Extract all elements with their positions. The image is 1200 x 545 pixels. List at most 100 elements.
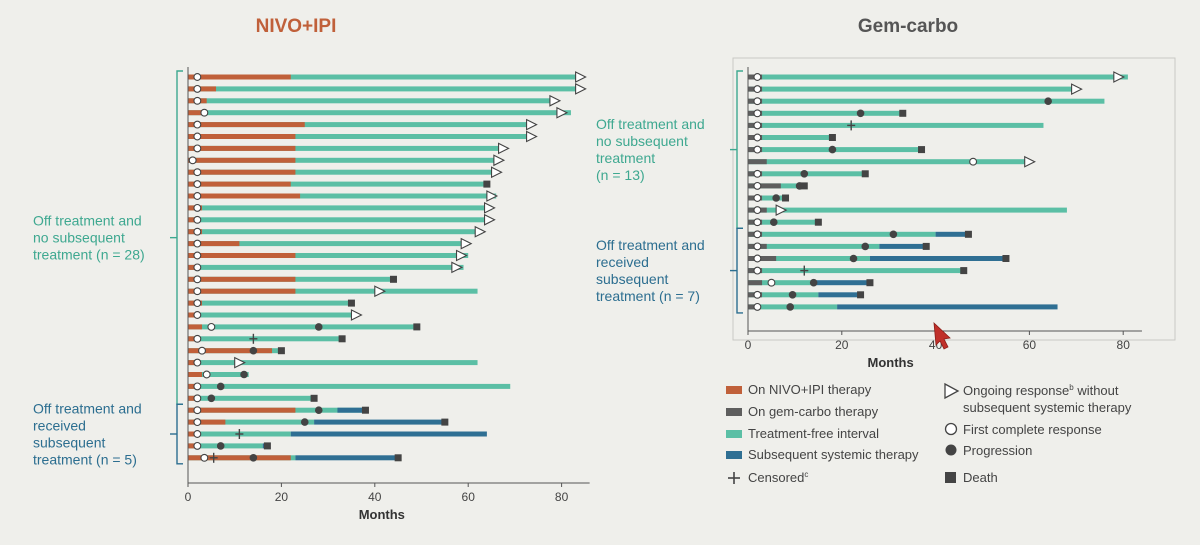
progression-marker [849, 254, 858, 263]
group-label-line: treatment [596, 150, 655, 166]
death-marker [347, 299, 355, 307]
tfi-bar [188, 181, 487, 187]
tfi-bar [188, 122, 529, 128]
legend-death-icon [945, 472, 956, 483]
cr-marker [753, 181, 762, 190]
ongoing-marker [483, 213, 496, 226]
cr-marker [753, 97, 762, 106]
tfi-bar [748, 207, 1067, 213]
progression-marker [300, 418, 309, 426]
ongoing-marker [775, 204, 788, 216]
cr-marker [193, 120, 202, 129]
on-therapy-bar [188, 86, 217, 92]
death-marker [782, 194, 790, 202]
death-marker [310, 394, 318, 402]
progression-marker [889, 230, 898, 239]
progression-marker [314, 406, 323, 415]
subsequent-bar [314, 419, 445, 425]
subsequent-bar [813, 280, 870, 286]
x-tick-label: 0 [745, 338, 752, 352]
legend-cr-icon [944, 422, 958, 436]
ongoing-marker [483, 202, 496, 214]
cr-marker [193, 406, 202, 415]
tfi-bar [188, 264, 464, 270]
on-therapy-bar [188, 455, 291, 461]
ongoing-marker [234, 356, 246, 369]
ongoing-marker [526, 118, 538, 131]
cr-marker [193, 84, 202, 93]
tfi-bar [748, 256, 870, 261]
group-label-line: treatment (n = 28) [33, 247, 145, 263]
cr-marker [193, 215, 202, 224]
on-therapy-bar [748, 280, 763, 286]
cr-marker [193, 394, 202, 403]
ongoing-marker [374, 285, 387, 298]
progression-marker [1044, 97, 1052, 105]
on-therapy-bar [188, 312, 198, 318]
cr-marker [193, 251, 202, 260]
legend-label-subsequent: Subsequent systemic therapy [748, 447, 919, 462]
cr-marker [753, 254, 762, 263]
cr-marker [753, 206, 762, 215]
on-therapy-bar [188, 419, 226, 425]
cr-marker [753, 302, 762, 311]
subsequent-bar [337, 407, 366, 413]
on-therapy-bar [188, 383, 198, 389]
x-tick-label: 60 [462, 490, 476, 504]
cr-marker [753, 121, 762, 130]
ongoing-marker [451, 261, 464, 274]
ongoing-marker [575, 71, 587, 83]
cr-marker [193, 418, 202, 427]
death-marker [389, 275, 397, 283]
x-tick-label: 20 [835, 338, 849, 352]
on-therapy-bar [188, 336, 198, 342]
cr-marker [193, 299, 202, 308]
progression-marker [249, 454, 258, 462]
on-therapy-bar [188, 288, 296, 294]
tfi-bar [188, 134, 529, 139]
progression-marker [207, 394, 216, 403]
mouse-pointer-icon [933, 321, 951, 350]
death-marker [413, 323, 421, 331]
tfi-bar [188, 336, 343, 342]
tfi-bar [188, 86, 581, 92]
group-label-line: Off treatment and [596, 116, 705, 132]
on-therapy-bar [188, 157, 296, 163]
progression-marker [249, 346, 258, 355]
death-marker [1002, 255, 1010, 262]
progression-marker [772, 194, 780, 202]
tfi-bar [748, 219, 819, 225]
cr-marker [198, 346, 206, 355]
group-bracket [736, 70, 743, 229]
progression-marker [828, 145, 837, 154]
progression-marker [795, 182, 804, 190]
tfi-bar [748, 243, 880, 249]
group-label-line: received [596, 254, 649, 270]
on-therapy-bar [188, 193, 301, 199]
ongoing-marker [491, 166, 503, 179]
death-marker [866, 279, 874, 287]
cr-marker [193, 96, 202, 105]
cr-marker [193, 203, 202, 212]
ongoing-marker [498, 142, 510, 155]
on-therapy-bar [188, 181, 291, 187]
ongoing-marker [575, 83, 587, 95]
group-label-line: (n = 13) [596, 167, 645, 183]
subsequent-bar [290, 431, 487, 437]
on-therapy-bar [188, 110, 203, 116]
progression-marker [809, 278, 818, 287]
nivo-title: NIVO+IPI [256, 16, 337, 37]
legend-label-nivo: On NIVO+IPI therapy [748, 382, 872, 397]
cr-marker [753, 109, 762, 118]
death-marker [828, 134, 836, 141]
tfi-bar [748, 268, 964, 274]
subsequent-bar [295, 455, 399, 461]
legend: On NIVO+IPI therapy On gem-carbo therapy… [726, 382, 1132, 485]
group-label-line: treatment (n = 7) [596, 288, 700, 304]
cr-marker [193, 144, 202, 153]
ongoing-marker [455, 249, 468, 262]
on-therapy-bar [188, 134, 296, 139]
group-label-line: no subsequent [596, 133, 688, 149]
